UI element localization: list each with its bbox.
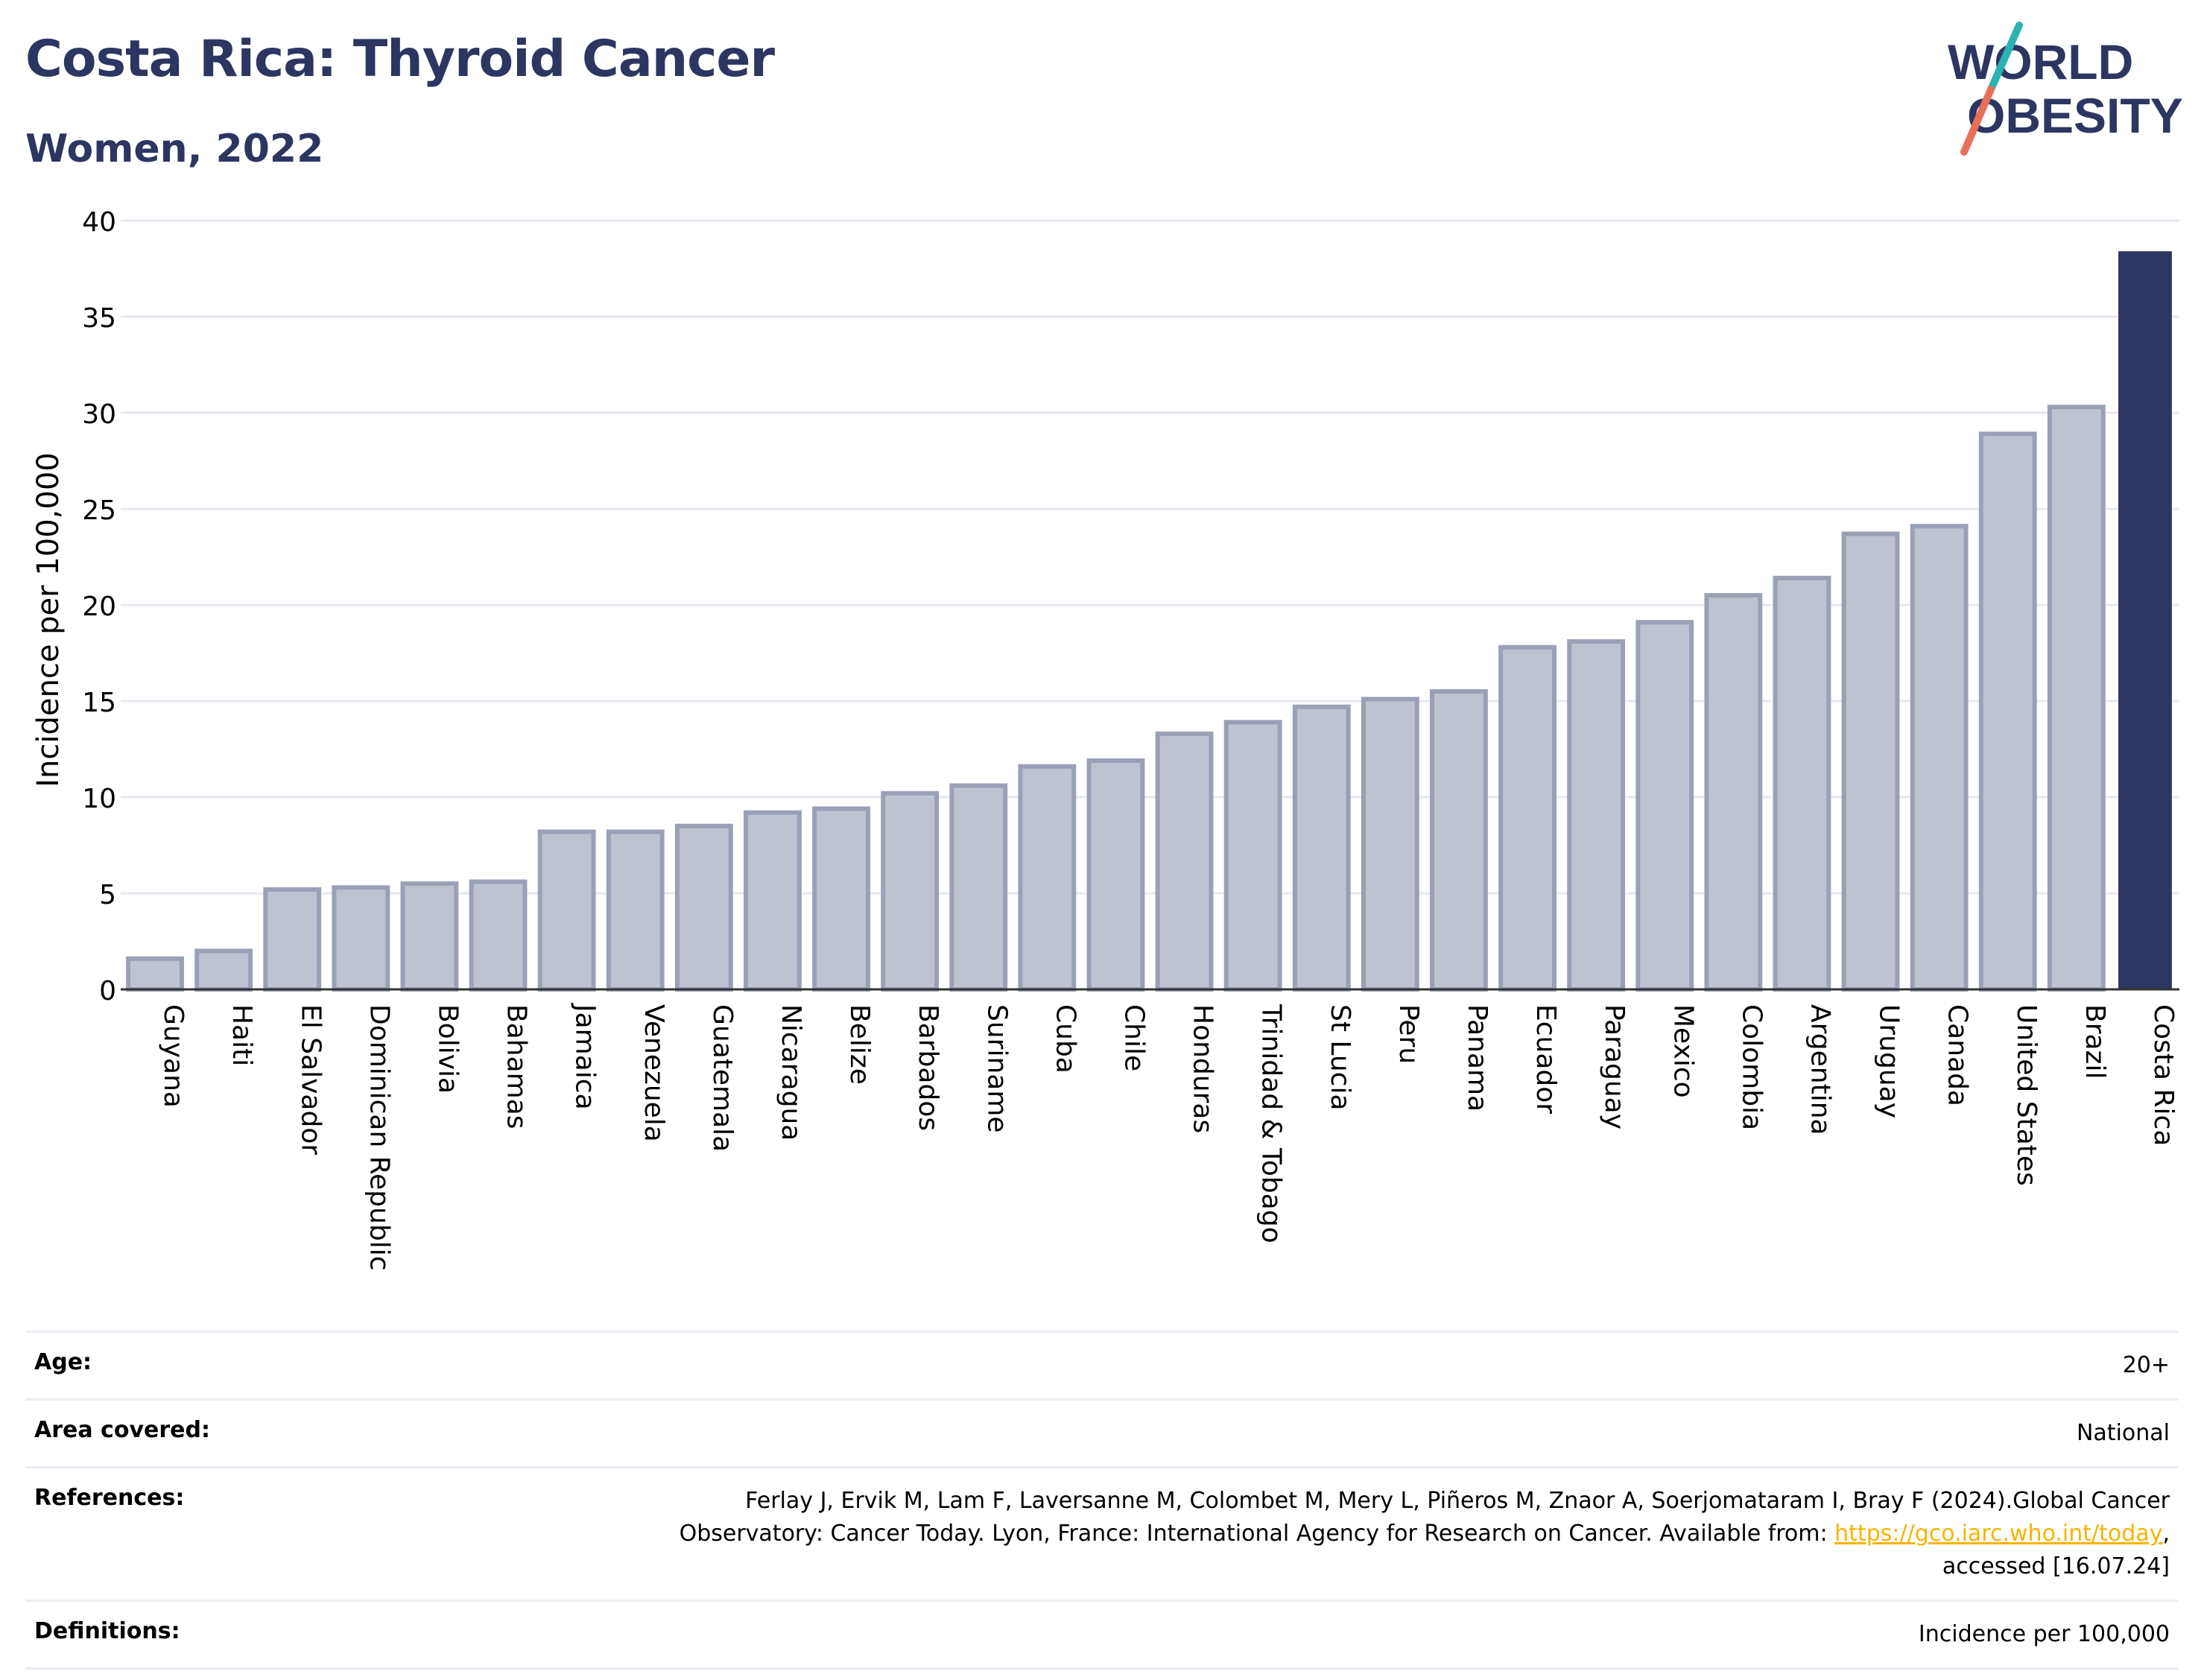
- bar-barbados: [881, 790, 940, 992]
- bar-el-salvador: [263, 887, 322, 992]
- references-text: Ferlay J, Ervik M, Lam F, Laversanne M, …: [679, 1488, 2170, 1547]
- y-tick-label: 25: [82, 495, 116, 526]
- references-link[interactable]: https://gco.iarc.who.int/today: [1834, 1521, 2163, 1547]
- bar-mexico: [1635, 620, 1694, 992]
- references-label: References:: [34, 1485, 185, 1511]
- x-tick-label: St Lucia: [1325, 1004, 1355, 1111]
- x-tick-label: Guyana: [158, 1004, 189, 1108]
- bar-chart: 0 5 10 15 20 25 30 35 40 Guyana Haiti El Salvador D…: [31, 207, 2179, 1271]
- y-tick-label: 10: [82, 784, 116, 814]
- info-table: Age: 20+ Area covered: National Referenc…: [25, 1331, 2179, 1670]
- bars: [126, 251, 2172, 992]
- bar-suriname: [949, 783, 1008, 992]
- x-tick-label: Argentina: [1805, 1004, 1835, 1135]
- info-row-area: Area covered: National: [25, 1398, 2179, 1466]
- x-tick-label: Barbados: [913, 1004, 943, 1131]
- y-axis-label: Incidence per 100,000: [31, 452, 66, 787]
- x-tick-label: Trinidad & Tobago: [1256, 1004, 1287, 1243]
- x-tick-label: Jamaica: [570, 1003, 601, 1110]
- bar-chile: [1086, 758, 1145, 992]
- info-row-definitions: Definitions: Incidence per 100,000: [25, 1600, 2179, 1670]
- bar-bahamas: [469, 879, 528, 992]
- bar-trinidad-tobago: [1223, 720, 1282, 992]
- x-tick-label: Dominican Republic: [364, 1004, 394, 1271]
- x-tick-label: Bolivia: [432, 1004, 463, 1094]
- logo-line1: WORLD: [1948, 34, 2133, 89]
- x-tick-label: Peru: [1393, 1004, 1424, 1064]
- age-value: 20+: [2122, 1352, 2170, 1378]
- x-tick-label: Guatemala: [707, 1004, 738, 1152]
- chart-title: Costa Rica: Thyroid Cancer: [25, 30, 775, 89]
- bar-dominican-republic: [332, 885, 390, 992]
- info-row-references: References: Ferlay J, Ervik M, Lam F, La…: [25, 1466, 2179, 1600]
- x-tick-label: Paraguay: [1599, 1004, 1630, 1129]
- x-tick-label: United States: [2011, 1004, 2042, 1186]
- info-row-age: Age: 20+: [25, 1331, 2179, 1398]
- bar-jamaica: [537, 829, 596, 992]
- bar-haiti: [194, 948, 253, 992]
- bar-guyana: [126, 956, 184, 992]
- bar-canada: [1910, 524, 1969, 992]
- y-tick-label: 0: [99, 976, 116, 1007]
- bar-bolivia: [400, 881, 459, 992]
- bar-cuba: [1018, 764, 1077, 992]
- bar-argentina: [1773, 575, 1831, 992]
- bar-uruguay: [1841, 531, 1900, 992]
- age-label: Age:: [34, 1349, 92, 1375]
- logo-slash-coral: [1960, 86, 1995, 156]
- x-tick-label: El Salvador: [295, 1004, 326, 1155]
- x-tick-label: Panama: [1462, 1004, 1492, 1112]
- x-tick-label: Brazil: [2080, 1004, 2110, 1079]
- area-label: Area covered:: [34, 1417, 210, 1443]
- bar-united-states: [1978, 431, 2037, 992]
- bar-venezuela: [606, 829, 665, 992]
- definitions-label: Definitions:: [34, 1618, 180, 1644]
- x-tick-label: Cuba: [1050, 1004, 1080, 1074]
- bar-brazil: [2047, 405, 2106, 992]
- bar-costa-rica: [2118, 251, 2172, 989]
- y-tick-label: 35: [82, 303, 116, 334]
- x-tick-label: Chile: [1118, 1004, 1149, 1071]
- x-tick-label: Costa Rica: [2148, 1004, 2179, 1146]
- definitions-value: Incidence per 100,000: [1918, 1621, 2170, 1647]
- x-tick-label: Mexico: [1668, 1004, 1698, 1098]
- x-tick-label: Uruguay: [1874, 1004, 1904, 1118]
- bar-ecuador: [1498, 644, 1557, 992]
- area-value: National: [2076, 1420, 2170, 1446]
- x-tick-label: Venezuela: [639, 1004, 669, 1142]
- x-tick-label: Honduras: [1188, 1004, 1218, 1133]
- x-tick-label: Bahamas: [501, 1004, 532, 1129]
- x-axis-labels: Guyana Haiti El Salvador Dominican Republic…: [158, 1003, 2179, 1271]
- x-tick-label: Ecuador: [1530, 1004, 1561, 1114]
- bar-peru: [1361, 697, 1419, 992]
- x-tick-label: Colombia: [1736, 1004, 1767, 1130]
- references-text-end: , accessed [16.07.24]: [1942, 1521, 2170, 1579]
- y-tick-label: 20: [82, 592, 116, 622]
- bar-honduras: [1155, 731, 1214, 992]
- x-tick-label: Haiti: [227, 1004, 257, 1066]
- x-tick-label: Suriname: [981, 1004, 1012, 1133]
- world-obesity-logo: WORLD OBESITY: [1948, 22, 2183, 156]
- bar-colombia: [1704, 593, 1763, 992]
- y-tick-label: 15: [82, 688, 116, 718]
- y-axis-ticks: 0 5 10 15 20 25 30 35 40: [82, 207, 116, 1007]
- x-tick-label: Nicaragua: [776, 1004, 806, 1141]
- bar-paraguay: [1567, 639, 1626, 992]
- x-tick-label: Canada: [1942, 1004, 1973, 1106]
- bar-belize: [812, 806, 870, 992]
- bar-guatemala: [674, 823, 733, 992]
- bar-nicaragua: [744, 810, 802, 992]
- logo-line2: OBESITY: [1967, 88, 2183, 143]
- references-value: Ferlay J, Ervik M, Lam F, Laversanne M, …: [605, 1485, 2170, 1583]
- y-tick-label: 30: [82, 399, 116, 430]
- y-tick-label: 5: [99, 880, 116, 910]
- x-tick-label: Belize: [844, 1004, 875, 1085]
- chart-subtitle: Women, 2022: [25, 127, 324, 171]
- bar-panama: [1430, 689, 1488, 992]
- logo-slash-teal: [1987, 22, 2023, 93]
- bar-st-lucia: [1292, 704, 1351, 992]
- y-tick-label: 40: [82, 207, 116, 238]
